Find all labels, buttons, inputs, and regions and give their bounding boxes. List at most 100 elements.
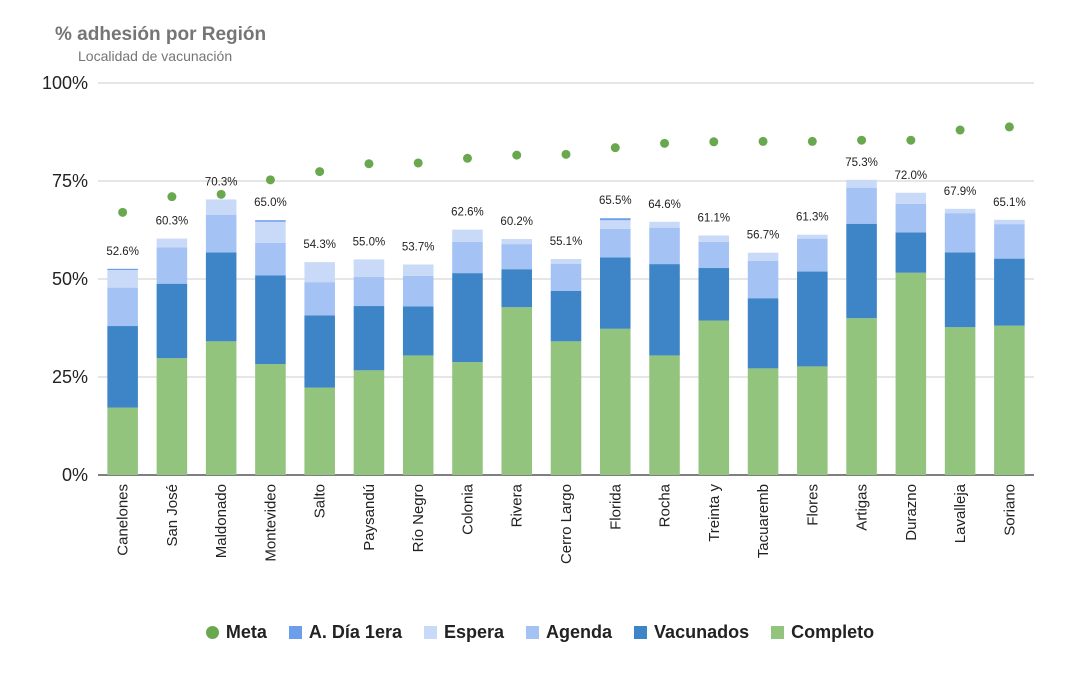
total-data-label: 72.0% [895, 170, 928, 182]
bar-segment [255, 364, 286, 475]
bar-segment [107, 407, 138, 475]
bar-segment [846, 318, 877, 475]
bar-segment [402, 355, 434, 475]
bar-segment [402, 306, 434, 356]
total-data-label: 54.3% [303, 239, 336, 251]
x-category-label: Colonia [459, 483, 476, 535]
meta-point [1004, 122, 1014, 132]
bar-segment [846, 223, 877, 319]
bar-segment [994, 224, 1025, 259]
bar-segment [255, 275, 286, 365]
x-category-label: Cerro Largo [558, 484, 575, 564]
bar-segment [797, 234, 828, 239]
legend-item: Agenda [526, 622, 612, 643]
x-category-label: Salto [312, 484, 329, 518]
x-category-label: Florida [607, 483, 624, 530]
bar-segment [994, 258, 1025, 326]
bar-segment [402, 275, 434, 307]
total-data-label: 56.7% [747, 230, 780, 242]
x-category-label: Tacuaremb [755, 484, 772, 558]
legend-swatch [205, 626, 219, 639]
total-data-label: 65.0% [254, 197, 287, 209]
bar-segment [402, 264, 434, 276]
legend-label: Meta [225, 622, 267, 642]
meta-point [462, 153, 472, 163]
legend-item: Completo [771, 622, 874, 643]
bar-segment [452, 273, 483, 363]
bar-segment [353, 306, 385, 371]
x-category-label: Durazno [903, 484, 920, 541]
total-data-label: 70.3% [205, 176, 238, 188]
bar-segment [944, 208, 976, 214]
legend-item: Vacunados [634, 622, 749, 643]
bar-segment [255, 220, 286, 222]
meta-point [660, 138, 670, 148]
total-data-label: 75.3% [845, 157, 878, 169]
bar-segment [747, 260, 779, 299]
bar-segment [353, 277, 385, 307]
bar-segment [107, 326, 138, 408]
bar-segment [304, 387, 335, 475]
meta-point [315, 167, 325, 177]
x-category-label: Rivera [509, 483, 526, 527]
legend-item: Espera [423, 622, 505, 643]
meta-point [265, 175, 275, 185]
bar-segment [599, 218, 631, 221]
bar-segment [944, 213, 976, 253]
meta-point [118, 207, 128, 217]
legend-label: Espera [443, 622, 505, 642]
bar-segment [156, 238, 188, 248]
bar-segment [107, 268, 138, 270]
bar-segment [649, 221, 680, 228]
legend-item: A. Día 1era [288, 622, 402, 643]
bar-segment [501, 244, 533, 270]
meta-point [167, 192, 177, 202]
bar-segment [599, 328, 631, 475]
meta-point [857, 135, 867, 145]
bar-segment [156, 283, 188, 359]
total-data-label: 62.6% [451, 207, 484, 219]
bar-segment [304, 282, 335, 316]
bar-segment [944, 327, 976, 475]
x-category-label: Paysandú [361, 484, 378, 551]
meta-point [758, 136, 768, 146]
bar-segment [255, 221, 286, 243]
x-category-label: Río Negro [410, 484, 427, 552]
bar-segment [353, 370, 385, 475]
chart-title: % adhesión por Región [55, 24, 267, 45]
bar-segment [599, 257, 631, 329]
bar-segment [747, 298, 779, 369]
bar-segment [698, 268, 730, 321]
bar-segment [501, 239, 533, 245]
bar-segment [797, 271, 828, 367]
bar-segment [107, 287, 138, 327]
bar-segment [353, 259, 385, 278]
y-tick-label: 50% [52, 269, 88, 289]
meta-point [610, 143, 620, 153]
x-category-label: Maldonado [213, 484, 230, 558]
meta-point [807, 136, 817, 146]
total-data-label: 64.6% [648, 199, 681, 211]
legend-swatch [288, 626, 302, 639]
meta-point [955, 125, 965, 135]
legend-item: Meta [205, 622, 267, 643]
bar-segment [944, 252, 976, 328]
bar-segment [205, 252, 237, 342]
meta-point [216, 189, 226, 199]
bar-segment [304, 315, 335, 388]
meta-point [413, 158, 423, 168]
bar-segment [304, 262, 335, 283]
bar-segment [747, 368, 779, 475]
bar-segment [205, 199, 237, 215]
legend-swatch [526, 626, 540, 639]
legend-label: Completo [791, 622, 875, 642]
bar-segment [156, 247, 188, 284]
bar-segment [895, 232, 927, 273]
bar-segment [797, 238, 828, 272]
total-data-label: 60.2% [500, 216, 533, 228]
bar-segment [994, 325, 1025, 475]
bar-segment [599, 228, 631, 258]
y-tick-label: 75% [52, 171, 88, 191]
total-data-label: 65.1% [993, 197, 1026, 209]
